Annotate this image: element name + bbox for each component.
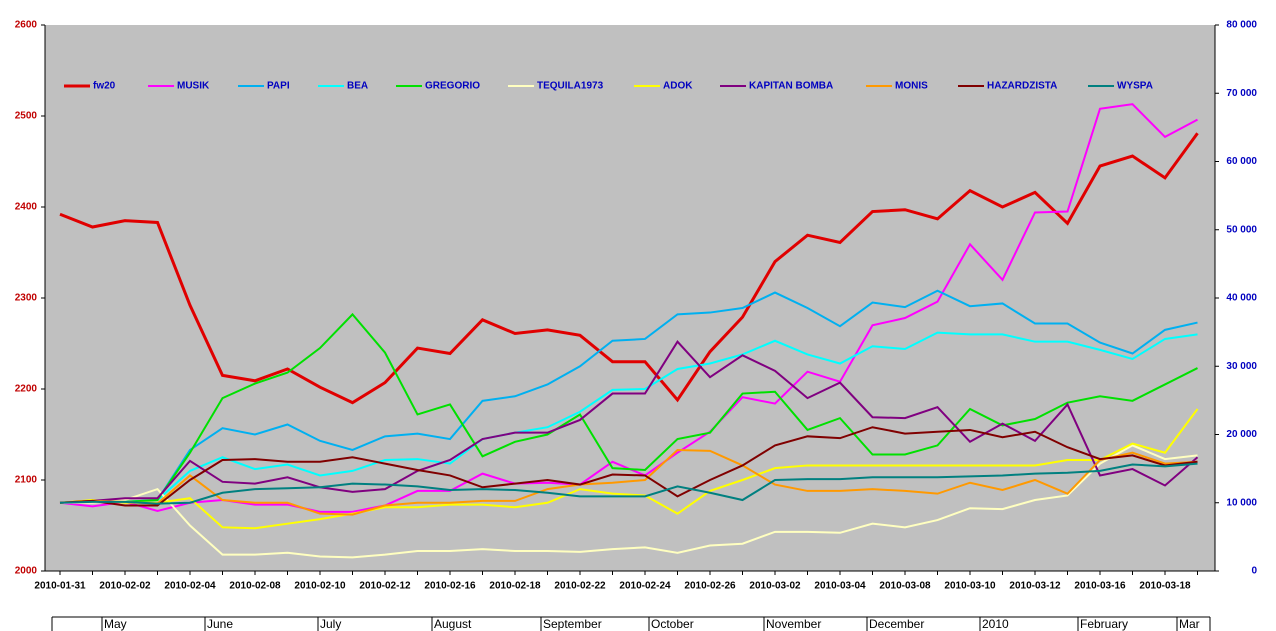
x-tick-label: 2010-02-10 [294, 581, 346, 592]
x2-label: November [766, 617, 821, 631]
x2-label: October [651, 617, 694, 631]
x-tick-label: 2010-03-02 [749, 581, 801, 592]
y2-tick-label: 30 000 [1226, 361, 1257, 372]
series-line [59, 340, 1199, 504]
y-tick-label: 2100 [15, 475, 38, 486]
legend-label: MONIS [895, 81, 928, 92]
x-tick-label: 2010-03-12 [1009, 581, 1061, 592]
y2-tick-label: 80 000 [1226, 20, 1257, 31]
y-tick-label: 2300 [15, 293, 38, 304]
y2-tick-label: 70 000 [1226, 88, 1257, 99]
series-line [59, 408, 1199, 530]
x2-label: June [207, 617, 233, 631]
x-tick-label: 2010-02-22 [554, 581, 606, 592]
x-tick-label: 2010-03-10 [944, 581, 996, 592]
legend-label: TEQUILA1973 [537, 81, 604, 92]
x2-label: August [434, 617, 472, 631]
legend-label: PAPI [267, 81, 290, 92]
x2-label: December [869, 617, 924, 631]
x-tick-label: 2010-02-26 [684, 581, 736, 592]
x-tick-label: 2010-03-08 [879, 581, 931, 592]
y-tick-label: 2400 [15, 202, 38, 213]
series-line [59, 462, 1198, 505]
y2-tick-label: 60 000 [1226, 156, 1257, 167]
x-tick-label: 2010-02-08 [229, 581, 281, 592]
y2-tick-label: 40 000 [1226, 293, 1257, 304]
series-line [59, 132, 1199, 405]
x2-label: February [1080, 617, 1128, 631]
y-tick-label: 2600 [15, 20, 38, 31]
x2-label: May [104, 617, 127, 631]
series-line [59, 312, 1198, 504]
series-line [59, 331, 1198, 504]
legend-label: WYSPA [1117, 81, 1153, 92]
x2-label: July [320, 617, 341, 631]
x-tick-label: 2010-02-18 [489, 581, 541, 592]
legend-label: MUSIK [177, 81, 210, 92]
x-tick-label: 2010-02-16 [424, 581, 476, 592]
legend-label: fw20 [93, 81, 116, 92]
y2-tick-label: 50 000 [1226, 224, 1257, 235]
y2-tick-label: 0 [1251, 566, 1257, 577]
x-tick-label: 2010-03-18 [1139, 581, 1191, 592]
y-tick-label: 2200 [15, 384, 38, 395]
plot-area [45, 25, 1215, 571]
x2-label: Mar [1179, 617, 1200, 631]
x2-label: 2010 [982, 617, 1009, 631]
legend-label: HAZARDZISTA [987, 81, 1057, 92]
y-tick-label: 2000 [15, 566, 38, 577]
x-tick-label: 2010-03-04 [814, 581, 866, 592]
legend-label: GREGORIO [425, 81, 480, 92]
y2-tick-label: 10 000 [1226, 497, 1257, 508]
y2-tick-label: 20 000 [1226, 429, 1257, 440]
x-tick-label: 2010-03-16 [1074, 581, 1126, 592]
x-tick-label: 2010-02-02 [99, 581, 151, 592]
legend-label: BEA [347, 81, 368, 92]
series-line [60, 444, 1198, 559]
x-tick-label: 2010-02-12 [359, 581, 411, 592]
series-line [59, 289, 1198, 504]
series-line [59, 426, 1198, 507]
x-tick-label: 2010-01-31 [34, 581, 86, 592]
legend-label: ADOK [663, 81, 693, 92]
x-tick-label: 2010-02-24 [619, 581, 671, 592]
x2-label: September [543, 617, 602, 631]
series-line [59, 448, 1198, 516]
y-tick-label: 2500 [15, 111, 38, 122]
legend-label: KAPITAN BOMBA [749, 81, 833, 92]
x-tick-label: 2010-02-04 [164, 581, 216, 592]
